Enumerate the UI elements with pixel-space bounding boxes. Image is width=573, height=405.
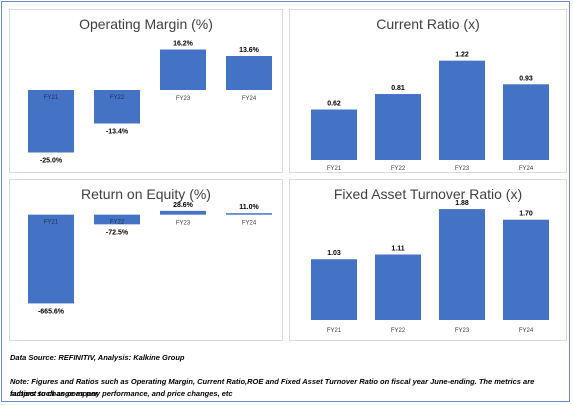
- return-on-equity-chart: -665.6% FY21 -72.5% FY22 28.6% FY23 11.0% FY24: [28, 202, 272, 315]
- value-label: 13.6%: [239, 47, 260, 54]
- chart-title: Operating Margin (%): [79, 16, 213, 32]
- value-label: 11.0%: [239, 204, 259, 211]
- bar-fy21: [311, 109, 357, 160]
- category-label: FY24: [519, 166, 534, 172]
- chart-title: Current Ratio (x): [376, 16, 480, 32]
- category-label: FY23: [455, 328, 470, 334]
- note-text-line-1: Note: Figures and Ratios such as Operati…: [10, 377, 535, 398]
- category-label: FY21: [44, 95, 59, 101]
- category-label: FY24: [242, 221, 257, 227]
- value-label: 1.88: [455, 200, 469, 207]
- bar-fy21: [311, 259, 357, 320]
- category-label: FY22: [110, 220, 125, 226]
- operating-margin-chart-panel: Operating Margin (%) -25.0% FY21 -13.4% FY2…: [9, 9, 283, 173]
- bar-fy22: [94, 214, 140, 225]
- bar-fy21: [28, 90, 74, 153]
- current-ratio-chart-panel: Current Ratio (x) 0.62 FY21 0.81 FY22 1.22 FY…: [289, 9, 567, 173]
- return-on-equity-chart-panel: Return on Equity (%) -665.6% FY21 -72.5% FY…: [9, 179, 283, 341]
- bar-fy23: [439, 60, 485, 160]
- operating-margin-chart: -25.0% FY21 -13.4% FY22 16.2% FY23 13.6% FY24: [28, 41, 272, 165]
- value-label: -72.5%: [106, 229, 129, 236]
- value-label: -665.6%: [38, 308, 65, 315]
- bar-fy23: [439, 209, 485, 320]
- note-text-line-2: factors such as company performance, and…: [10, 389, 233, 398]
- value-label: -25.0%: [40, 158, 63, 165]
- fixed-asset-turnover-chart: 1.03 FY21 1.11 FY22 1.88 FY23 1.70 FY24: [311, 200, 549, 334]
- category-label: FY21: [44, 220, 59, 226]
- category-label: FY22: [110, 95, 125, 101]
- value-label: -13.4%: [106, 129, 129, 136]
- bar-fy23: [160, 210, 206, 215]
- bar-fy24: [503, 84, 549, 160]
- category-label: FY22: [391, 328, 406, 334]
- category-label: FY21: [327, 166, 342, 172]
- value-label: 1.70: [519, 211, 533, 218]
- value-label: 1.22: [455, 52, 469, 59]
- value-label: 0.62: [327, 101, 341, 108]
- category-label: FY24: [519, 328, 534, 334]
- bar-fy22: [94, 90, 140, 124]
- data-source-text: Data Source: REFINITIV, Analysis: Kalkin…: [10, 353, 185, 362]
- value-label: 16.2%: [173, 41, 194, 48]
- bar-fy22: [375, 254, 421, 320]
- category-label: FY22: [391, 166, 406, 172]
- bar-fy24: [226, 56, 272, 90]
- value-label: 0.93: [519, 75, 533, 82]
- category-label: FY23: [455, 166, 470, 172]
- bar-fy23: [160, 49, 206, 90]
- chart-title: Fixed Asset Turnover Ratio (x): [333, 186, 523, 202]
- bar-fy24: [503, 219, 549, 320]
- chart-title: Return on Equity (%): [81, 186, 211, 202]
- bar-fy21: [28, 214, 74, 304]
- value-label: 1.03: [327, 250, 341, 257]
- fixed-asset-turnover-chart-panel: Fixed Asset Turnover Ratio (x) 1.03 FY21 1…: [289, 179, 567, 341]
- value-label: 1.11: [391, 246, 404, 253]
- value-label: 28.6%: [173, 202, 194, 209]
- category-label: FY23: [176, 221, 191, 227]
- bar-fy22: [375, 94, 421, 160]
- bar-fy24: [226, 213, 272, 215]
- current-ratio-chart: 0.62 FY21 0.81 FY22 1.22 FY23 0.93 FY24: [311, 52, 549, 172]
- category-label: FY24: [242, 96, 257, 102]
- category-label: FY21: [327, 328, 342, 334]
- value-label: 0.81: [391, 85, 405, 92]
- category-label: FY23: [176, 96, 191, 102]
